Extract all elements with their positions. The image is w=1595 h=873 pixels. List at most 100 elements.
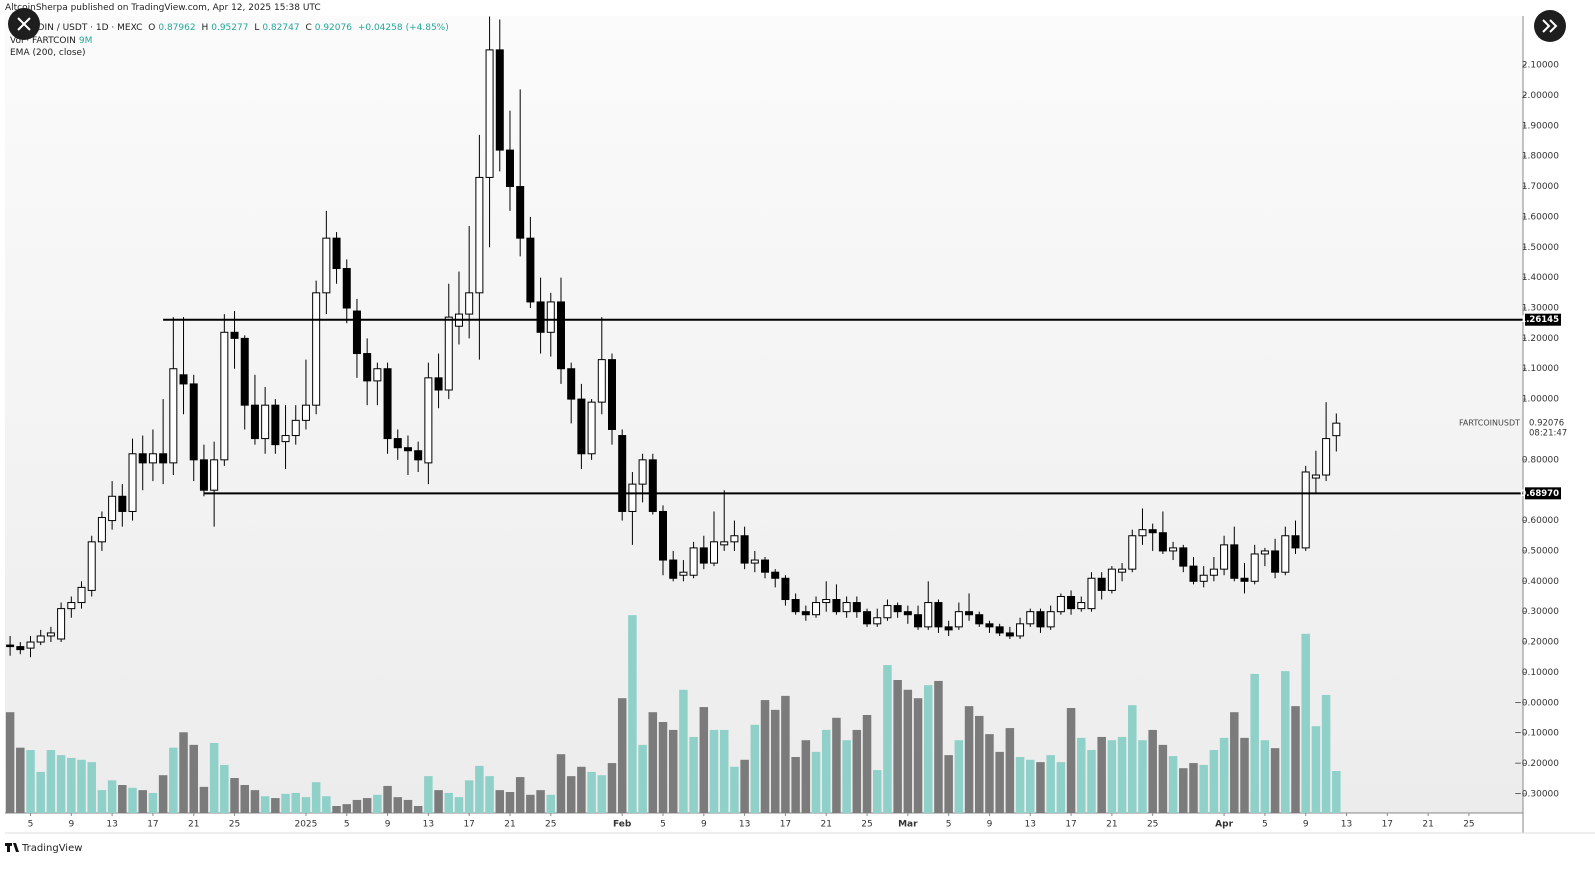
candle-body xyxy=(995,626,1004,634)
volume-bar xyxy=(1209,750,1219,813)
volume-bar xyxy=(199,786,209,813)
candle-body xyxy=(924,602,933,628)
y-tick-label: 2.00000 xyxy=(1522,91,1559,101)
x-tick-label: 21 xyxy=(821,820,832,830)
candle-body xyxy=(577,398,586,455)
candle-body xyxy=(597,359,606,403)
x-tick-label: 25 xyxy=(1147,820,1158,830)
x-tick-label: 17 xyxy=(1382,820,1393,830)
volume-bar xyxy=(322,796,331,813)
volume-bar xyxy=(1077,737,1086,813)
volume-bar xyxy=(1148,729,1157,813)
volume-bar xyxy=(556,754,566,813)
candle-body xyxy=(669,559,678,579)
candle-body xyxy=(77,586,86,604)
x-tick-label: 5 xyxy=(660,820,666,830)
candle-body xyxy=(1148,529,1157,534)
volume-bar xyxy=(1311,726,1321,813)
ohlc-key: C xyxy=(305,23,312,33)
volume-bar xyxy=(1087,750,1096,813)
y-tick-label: 2.10000 xyxy=(1522,61,1559,71)
x-tick-label: 17 xyxy=(1065,820,1076,830)
candle-body xyxy=(1250,553,1259,582)
volume-bar xyxy=(1270,748,1280,813)
volume-bar xyxy=(872,770,882,813)
volume-bar xyxy=(1036,762,1045,813)
volume-bar xyxy=(832,717,841,813)
volume-bar xyxy=(373,794,382,813)
volume-bar xyxy=(801,740,811,813)
volume-bar xyxy=(770,709,780,813)
volume-value: 9M xyxy=(78,35,93,46)
candle-body xyxy=(801,611,810,616)
volume-bar xyxy=(1301,633,1310,813)
y-tick-label: 1.30000 xyxy=(1522,304,1559,314)
candle-body xyxy=(67,602,76,610)
x-tick-label: 2025 xyxy=(294,820,317,830)
volume-bar xyxy=(148,792,158,813)
volume-bar xyxy=(566,776,576,813)
volume-bar xyxy=(811,751,821,813)
x-tick-label: 21 xyxy=(188,820,199,830)
candle-body xyxy=(1332,422,1341,437)
volume-bar xyxy=(1281,671,1290,813)
x-tick-label: 9 xyxy=(701,820,707,830)
candle-body xyxy=(424,377,433,464)
candle-body xyxy=(914,614,923,628)
candle-body xyxy=(169,368,178,464)
candle-body xyxy=(812,602,821,616)
candle-body xyxy=(1322,438,1331,476)
close-button[interactable] xyxy=(8,8,40,40)
volume-bar xyxy=(475,765,484,813)
candle-body xyxy=(1169,547,1178,552)
candle-body xyxy=(87,541,96,591)
volume-bar xyxy=(1026,759,1035,813)
candle-body xyxy=(6,644,15,648)
y-tick-label: 1.00000 xyxy=(1522,395,1559,405)
volume-bar xyxy=(587,771,596,813)
volume-bar xyxy=(1097,736,1106,813)
volume-bar xyxy=(281,793,290,813)
volume-bar xyxy=(332,806,341,813)
candle-body xyxy=(1067,595,1076,610)
volume-bar xyxy=(791,757,800,813)
candle-body xyxy=(1077,602,1086,610)
volume-bar xyxy=(628,615,637,813)
volume-bar xyxy=(495,790,505,813)
volume-name: Vol · FARTCOIN xyxy=(10,35,76,46)
volume-bar xyxy=(862,715,872,813)
candle-body xyxy=(159,453,168,464)
candle-body xyxy=(291,419,300,437)
ohlc-key: H xyxy=(201,23,209,33)
volume-bar xyxy=(352,799,362,813)
volume-bar xyxy=(424,776,433,813)
candle-body xyxy=(689,547,698,576)
volume-bar xyxy=(842,740,851,813)
y-tick-label: 1.40000 xyxy=(1522,273,1559,283)
volume-bar xyxy=(260,796,270,813)
expand-button[interactable] xyxy=(1534,10,1566,42)
candle-body xyxy=(567,368,576,400)
candle-body xyxy=(352,310,361,355)
volume-bar xyxy=(1250,673,1259,813)
volume-bar xyxy=(1291,706,1300,813)
x-tick-label: 17 xyxy=(780,820,791,830)
countdown: 08:21:47 xyxy=(1529,429,1567,439)
y-tick-label: 1.70000 xyxy=(1522,182,1559,192)
candle-body xyxy=(220,331,229,461)
volume-bar xyxy=(1199,764,1208,813)
candle-body xyxy=(312,292,321,406)
candle-body xyxy=(883,605,892,619)
candle-body xyxy=(403,447,412,452)
volume-bar xyxy=(995,751,1004,813)
candle-body xyxy=(536,301,545,333)
x-tick-label: 9 xyxy=(987,820,993,830)
y-tick-label: 1.10000 xyxy=(1522,364,1559,374)
ticker-label: FARTCOINUSDT xyxy=(1459,419,1520,428)
volume-bar xyxy=(689,736,698,813)
volume-bar xyxy=(954,740,964,813)
volume-bar xyxy=(454,797,464,813)
candle-body xyxy=(57,608,66,640)
volume-bar xyxy=(821,729,831,813)
current-price: 0.92076 xyxy=(1529,419,1564,429)
